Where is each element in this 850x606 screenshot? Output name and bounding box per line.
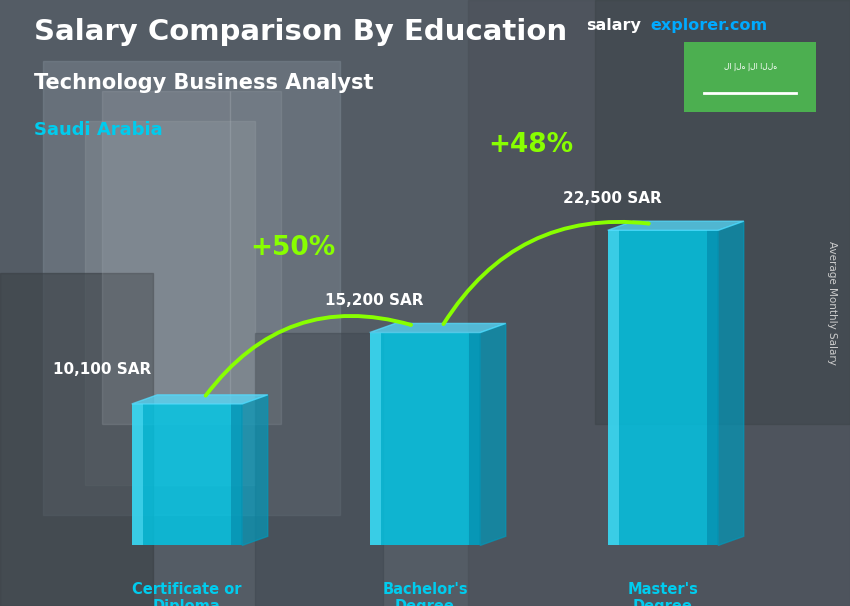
Text: Salary Comparison By Education: Salary Comparison By Education — [34, 18, 567, 46]
Bar — [231, 404, 242, 545]
Bar — [468, 0, 850, 606]
Text: +48%: +48% — [489, 133, 574, 158]
Text: Bachelor's
Degree: Bachelor's Degree — [382, 582, 468, 606]
Polygon shape — [718, 221, 744, 545]
Text: 22,500 SAR: 22,500 SAR — [563, 191, 661, 206]
Bar — [85, 121, 255, 485]
Polygon shape — [480, 324, 506, 545]
Bar — [0, 273, 153, 606]
Bar — [370, 333, 480, 545]
Text: 15,200 SAR: 15,200 SAR — [325, 293, 423, 308]
Polygon shape — [370, 324, 506, 333]
Polygon shape — [132, 395, 268, 404]
Text: Saudi Arabia: Saudi Arabia — [34, 121, 162, 139]
Bar — [102, 91, 230, 424]
Bar — [370, 333, 381, 545]
Polygon shape — [608, 221, 744, 230]
Bar — [42, 61, 340, 515]
Bar — [608, 230, 718, 545]
Text: salary: salary — [586, 18, 642, 33]
Polygon shape — [242, 395, 268, 545]
Bar — [132, 404, 242, 545]
FancyArrowPatch shape — [444, 222, 649, 324]
Text: +50%: +50% — [251, 235, 336, 261]
Text: 10,100 SAR: 10,100 SAR — [53, 362, 151, 377]
Bar — [595, 0, 850, 424]
Text: Average Monthly Salary: Average Monthly Salary — [827, 241, 837, 365]
Bar — [255, 333, 382, 606]
Bar — [230, 91, 280, 424]
Text: Certificate or
Diploma: Certificate or Diploma — [133, 582, 241, 606]
Text: Master's
Degree: Master's Degree — [627, 582, 699, 606]
Text: explorer.com: explorer.com — [650, 18, 768, 33]
Text: Technology Business Analyst: Technology Business Analyst — [34, 73, 373, 93]
FancyArrowPatch shape — [206, 316, 411, 396]
Bar — [608, 230, 619, 545]
Bar — [132, 404, 143, 545]
Bar — [707, 230, 718, 545]
Bar — [469, 333, 480, 545]
Text: لا إله إلا الله: لا إله إلا الله — [723, 62, 777, 72]
